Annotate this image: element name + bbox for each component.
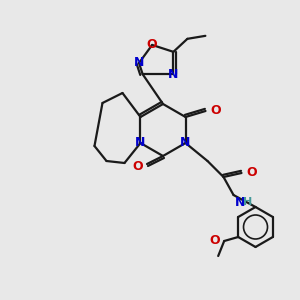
Text: N: N xyxy=(134,56,144,70)
Text: O: O xyxy=(247,167,257,179)
Text: O: O xyxy=(211,104,221,118)
Text: N: N xyxy=(168,68,178,81)
Text: O: O xyxy=(132,160,143,172)
Text: O: O xyxy=(147,38,158,51)
Text: N: N xyxy=(135,136,146,149)
Text: O: O xyxy=(210,235,220,248)
Text: N: N xyxy=(180,136,191,149)
Text: H: H xyxy=(242,197,252,207)
Text: N: N xyxy=(235,196,245,209)
